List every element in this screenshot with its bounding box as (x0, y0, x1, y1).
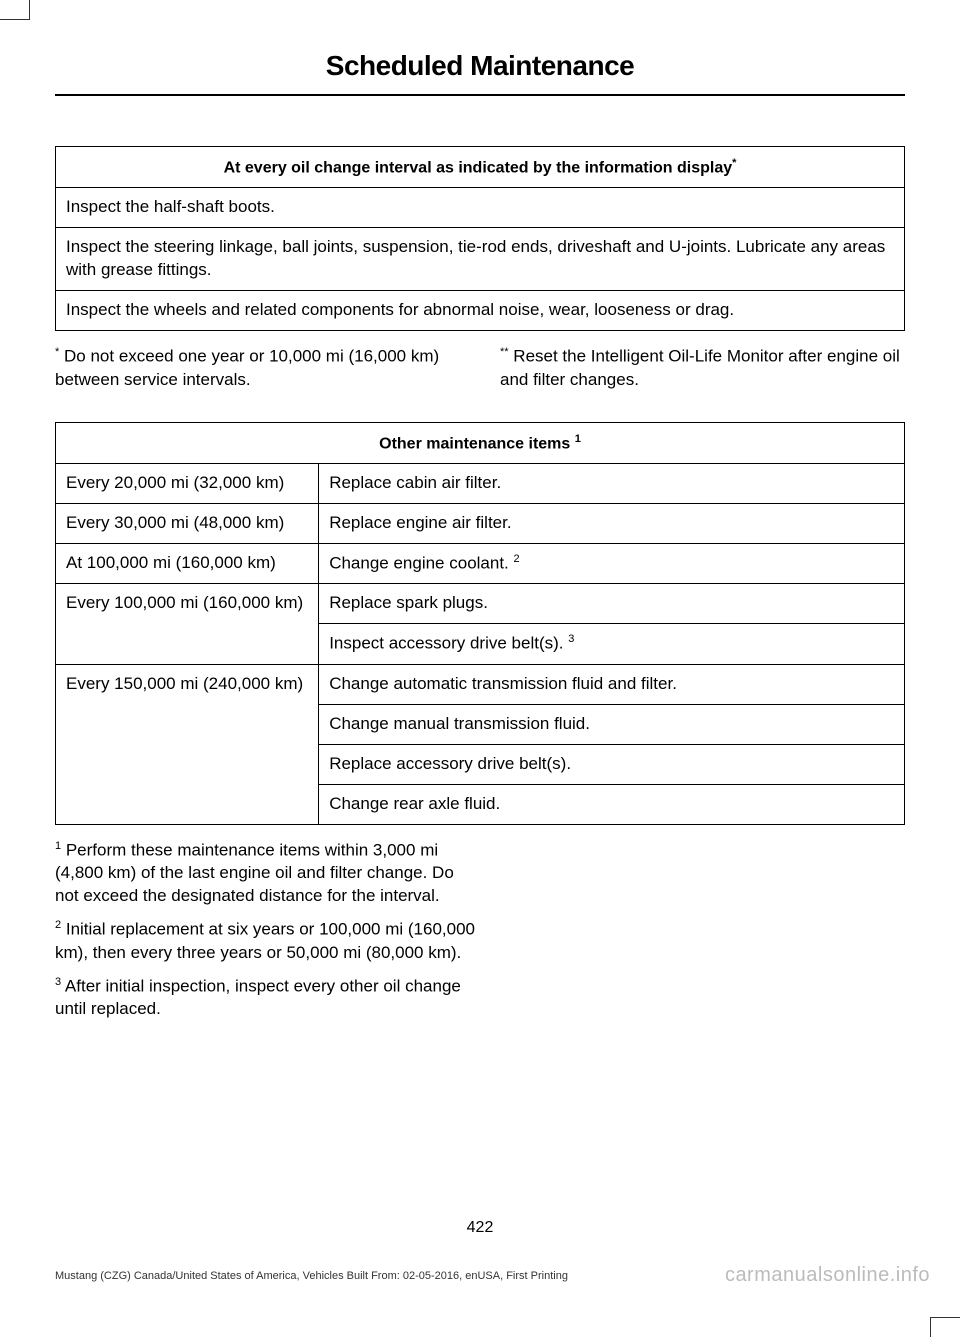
footnote-right: ** Reset the Intelligent Oil-Life Monito… (500, 345, 905, 392)
footnote: 3 After initial inspection, inspect ever… (55, 975, 480, 1022)
task-cell: Inspect accessory drive belt(s). 3 (319, 624, 905, 665)
oil-change-table: At every oil change interval as indicate… (55, 146, 905, 331)
task-cell: Replace cabin air filter. (319, 463, 905, 503)
table-row: Inspect the wheels and related component… (56, 291, 905, 331)
footnote-sup: ** (500, 346, 509, 358)
table2-header-sup: 1 (575, 433, 581, 445)
footnote: 2 Initial replacement at six years or 10… (55, 918, 480, 965)
interval-cell: Every 30,000 mi (48,000 km) (56, 503, 319, 543)
bottom-footnotes: 1 Perform these maintenance items within… (55, 839, 905, 1022)
mid-footnotes: * Do not exceed one year or 10,000 mi (1… (55, 345, 905, 392)
interval-cell: Every 100,000 mi (160,000 km) (56, 584, 319, 665)
page-content: Scheduled Maintenance At every oil chang… (0, 0, 960, 1071)
footnote: 1 Perform these maintenance items within… (55, 839, 480, 908)
footnote-text: Initial replacement at six years or 100,… (55, 920, 475, 962)
table2-header-text: Other maintenance items (379, 435, 570, 452)
task-cell: Replace accessory drive belt(s). (319, 744, 905, 784)
table-row: Inspect the half-shaft boots. (56, 188, 905, 228)
table1-header-sup: * (732, 157, 736, 169)
interval-cell: Every 20,000 mi (32,000 km) (56, 463, 319, 503)
footnote-text: After initial inspection, inspect every … (55, 976, 461, 1018)
task-cell: Change automatic transmission fluid and … (319, 664, 905, 704)
footnote-text: Perform these maintenance items within 3… (55, 840, 454, 905)
crop-mark (930, 1317, 960, 1337)
page-number: 422 (0, 1219, 960, 1237)
footnote-text: Do not exceed one year or 10,000 mi (16,… (55, 347, 439, 389)
task-sup: 2 (514, 553, 520, 565)
task-cell: Change rear axle fluid. (319, 784, 905, 824)
page-title: Scheduled Maintenance (55, 50, 905, 96)
table1-header-text: At every oil change interval as indicate… (224, 159, 733, 176)
footnote-text: Reset the Intelligent Oil-Life Monitor a… (500, 347, 900, 389)
crop-mark (0, 0, 30, 20)
task-text: Change engine coolant. (329, 553, 509, 572)
table1-header: At every oil change interval as indicate… (56, 147, 905, 188)
table-row: Inspect the steering linkage, ball joint… (56, 228, 905, 291)
task-text: Inspect accessory drive belt(s). (329, 634, 563, 653)
interval-cell: Every 150,000 mi (240,000 km) (56, 664, 319, 824)
task-cell: Change engine coolant. 2 (319, 543, 905, 584)
task-cell: Replace engine air filter. (319, 503, 905, 543)
table2-header: Other maintenance items 1 (56, 422, 905, 463)
other-maintenance-table: Other maintenance items 1 Every 20,000 m… (55, 422, 905, 825)
watermark: carmanualsonline.info (725, 1264, 930, 1287)
interval-cell: At 100,000 mi (160,000 km) (56, 543, 319, 584)
task-cell: Replace spark plugs. (319, 584, 905, 624)
task-cell: Change manual transmission fluid. (319, 704, 905, 744)
footnote-left: * Do not exceed one year or 10,000 mi (1… (55, 345, 460, 392)
footer-meta: Mustang (CZG) Canada/United States of Am… (55, 1270, 568, 1282)
task-sup: 3 (568, 633, 574, 645)
